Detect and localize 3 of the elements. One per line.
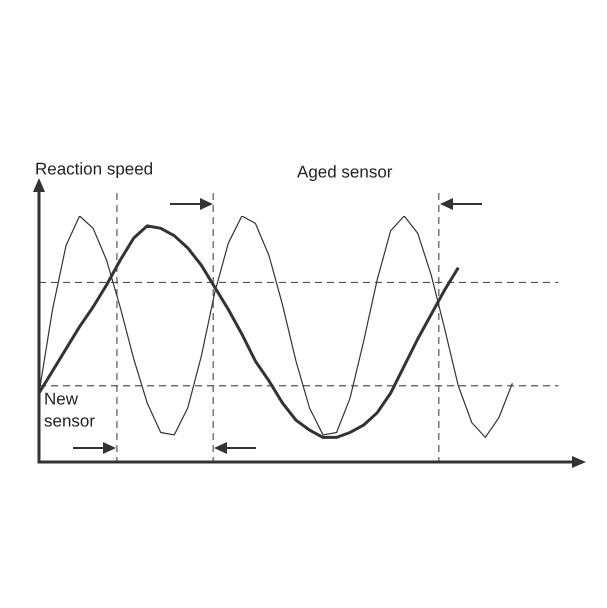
- y-axis-title: Reaction speed: [35, 160, 154, 179]
- annotation: New sensor: [44, 390, 96, 431]
- text: Aged sensor: [297, 162, 393, 182]
